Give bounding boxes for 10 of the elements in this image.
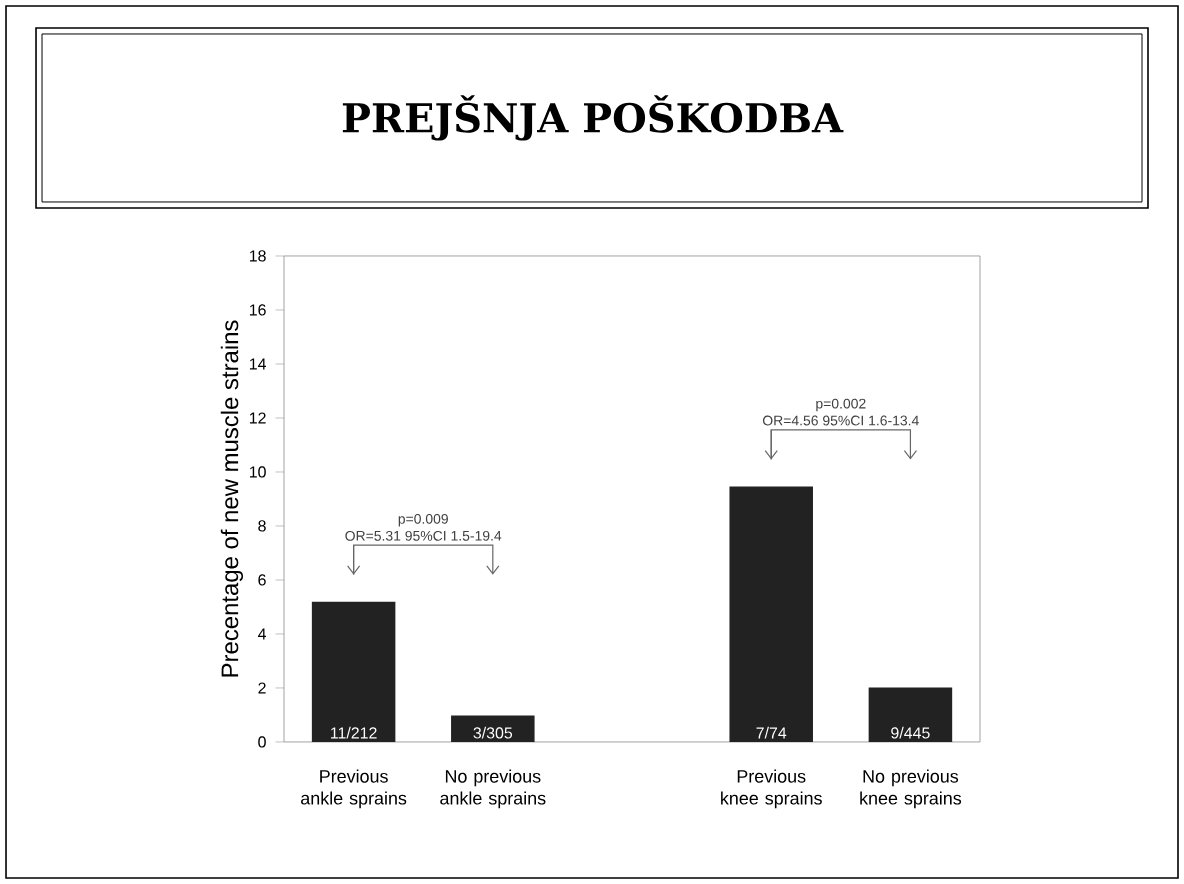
- chart-title: PREJŠNJA POŠKODBA: [342, 95, 844, 141]
- x-tick-label: Previous ankle sprains: [301, 769, 407, 809]
- y-axis-title: Precentage of new muscle strains: [220, 320, 244, 677]
- bar: [868, 687, 953, 742]
- bar: [451, 715, 535, 742]
- x-tick-label: No previous ankle sprains: [440, 769, 546, 809]
- bar: [311, 601, 396, 742]
- x-tick-label: Previous knee sprains: [721, 769, 822, 809]
- x-tick-label: No previous knee sprains: [860, 769, 962, 809]
- bar: [729, 486, 813, 742]
